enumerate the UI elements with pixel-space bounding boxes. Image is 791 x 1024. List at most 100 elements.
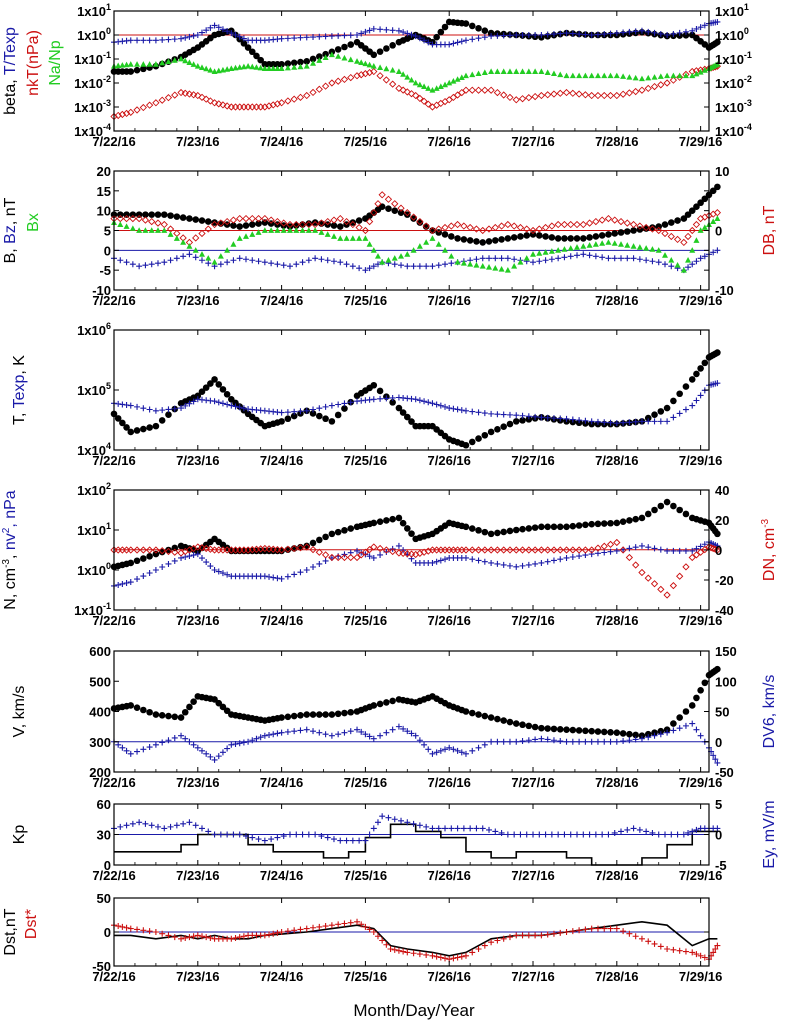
data-point	[395, 27, 402, 34]
data-point	[710, 949, 717, 956]
data-point	[398, 817, 405, 824]
data-point	[550, 725, 558, 733]
data-point	[377, 395, 384, 402]
data-point	[152, 711, 160, 718]
data-point	[651, 74, 658, 80]
data-point	[236, 404, 243, 411]
data-point	[140, 927, 147, 934]
panel-velocity: 7/22/16 7/23/16 7/24/16 7/25/16 7/26/16 7/27/…	[11, 644, 778, 790]
data-point	[462, 86, 470, 94]
data-point	[280, 833, 287, 840]
data-point	[129, 214, 137, 223]
x-tick-label: 7/23/16	[176, 453, 219, 468]
data-point	[274, 227, 281, 233]
data-point	[309, 55, 317, 63]
data-point	[481, 712, 489, 720]
data-point	[538, 32, 545, 38]
data-point	[228, 65, 235, 71]
data-point	[255, 229, 262, 235]
data-point	[284, 728, 291, 735]
data-point	[416, 217, 424, 226]
y-axis-title-2: Bx	[25, 213, 42, 232]
data-point	[205, 255, 212, 261]
data-point	[322, 33, 329, 40]
data-point	[469, 747, 476, 754]
data-point	[569, 416, 576, 423]
data-point	[378, 203, 386, 210]
data-point	[203, 27, 210, 34]
data-point	[207, 24, 214, 31]
data-point	[324, 231, 331, 237]
data-point	[557, 556, 564, 563]
data-point	[648, 225, 657, 233]
data-point	[588, 738, 595, 745]
data-point	[391, 946, 398, 953]
y-axis-title-right: DV6, km/s	[761, 675, 778, 749]
data-point	[293, 227, 300, 233]
data-point	[701, 679, 709, 687]
data-point	[693, 203, 700, 210]
data-point	[404, 251, 411, 257]
y-tick-label: 1x10-3	[74, 98, 111, 115]
data-point	[713, 546, 722, 554]
data-point	[494, 738, 501, 745]
data-point	[343, 261, 350, 268]
data-point	[382, 546, 390, 554]
data-point	[297, 727, 304, 734]
data-point	[316, 711, 323, 718]
data-point	[425, 399, 432, 406]
data-point	[305, 831, 312, 838]
data-point	[556, 89, 564, 97]
data-point	[215, 399, 222, 406]
data-point	[680, 831, 687, 838]
data-point	[297, 569, 304, 576]
data-point	[586, 234, 593, 241]
data-point	[643, 828, 650, 835]
data-point	[383, 517, 390, 524]
data-point	[395, 68, 402, 74]
data-point	[468, 22, 476, 30]
data-point	[341, 920, 348, 927]
data-point	[211, 831, 218, 838]
data-point	[370, 396, 377, 403]
data-point	[291, 35, 298, 42]
data-point	[689, 828, 696, 835]
data-point	[500, 935, 507, 942]
data-point	[219, 400, 226, 407]
data-point	[613, 925, 620, 932]
data-point	[277, 546, 286, 554]
data-point	[330, 258, 337, 265]
data-point	[623, 228, 631, 235]
data-point	[620, 546, 627, 553]
data-point	[423, 951, 430, 958]
data-point	[257, 734, 264, 741]
data-point	[693, 370, 700, 378]
data-point	[638, 935, 645, 942]
data-point	[230, 257, 237, 264]
data-point	[254, 214, 263, 223]
y-tick-label-right: 1x10-4	[715, 122, 752, 139]
data-point	[605, 831, 612, 838]
data-point	[178, 935, 185, 942]
data-point	[366, 831, 373, 838]
data-point	[620, 737, 627, 744]
data-point	[532, 413, 539, 420]
data-point	[158, 548, 166, 556]
data-point	[389, 547, 397, 556]
x-tick-label: 7/29/16	[679, 134, 722, 149]
data-point	[638, 86, 646, 94]
data-point	[119, 580, 126, 587]
data-point	[649, 246, 656, 252]
series-blue	[111, 380, 721, 427]
data-point	[173, 822, 180, 829]
data-point	[236, 214, 244, 223]
data-point	[228, 935, 235, 942]
data-point	[642, 223, 650, 232]
data-point	[140, 61, 147, 67]
y-axis-right: -505	[704, 797, 727, 873]
data-point	[127, 37, 134, 44]
data-point	[644, 510, 652, 518]
data-point	[493, 546, 502, 554]
data-point	[588, 32, 595, 38]
data-point	[563, 554, 570, 561]
